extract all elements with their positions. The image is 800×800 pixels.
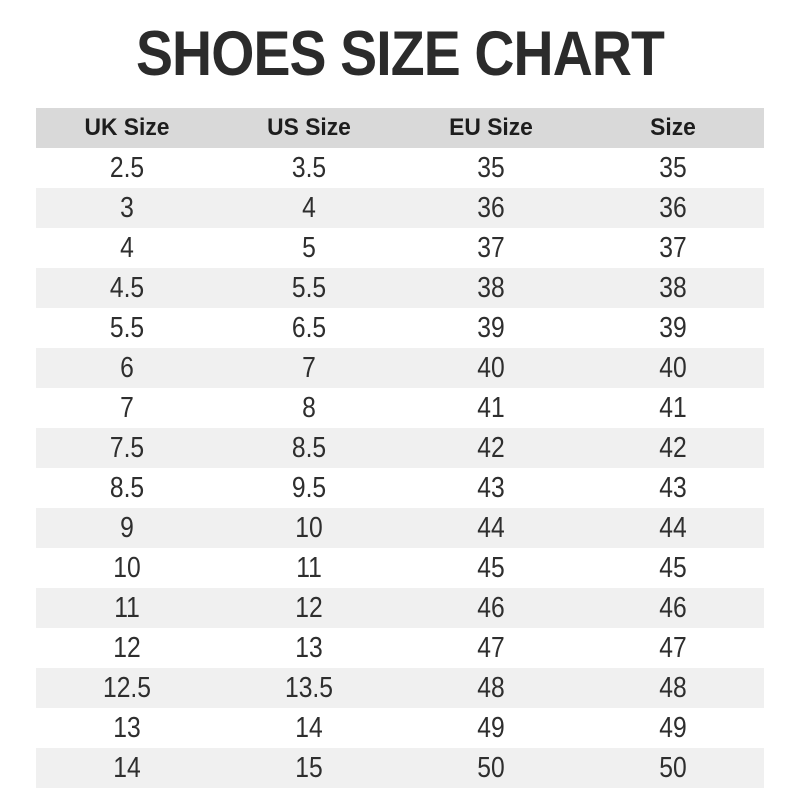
size-cell: 38: [659, 271, 687, 304]
size-cell: 15: [295, 751, 323, 784]
table-row: 12 13 47 47: [36, 628, 764, 668]
size-cell: 11: [114, 591, 140, 624]
table-row: 5.5 6.5 39 39: [36, 308, 764, 348]
size-cell: 13: [113, 711, 141, 744]
table-row: 8.5 9.5 43 43: [36, 468, 764, 508]
size-cell: 4: [120, 231, 134, 264]
size-cell: 6: [120, 351, 134, 384]
size-cell: 35: [477, 151, 505, 184]
table-row: 3 4 36 36: [36, 188, 764, 228]
size-cell: 14: [295, 711, 323, 744]
size-table: UK Size US Size EU Size Size 2.5 3.5 35 35 3…: [36, 108, 764, 788]
size-cell: 47: [659, 631, 687, 664]
size-cell: 3: [120, 191, 134, 224]
size-cell: 4: [302, 191, 316, 224]
table-row: 6 7 40 40: [36, 348, 764, 388]
size-cell: 4.5: [109, 271, 145, 304]
size-cell: 37: [477, 231, 505, 264]
size-cell: 10: [113, 551, 141, 584]
size-cell: 37: [659, 231, 687, 264]
size-cell: 11: [296, 551, 322, 584]
size-cell: 44: [659, 511, 687, 544]
size-cell: 39: [659, 311, 687, 344]
size-cell: 10: [295, 511, 323, 544]
size-cell: 50: [477, 751, 505, 784]
size-cell: 13: [295, 631, 323, 664]
size-cell: 48: [477, 671, 505, 704]
size-cell: 7: [120, 391, 134, 424]
column-header-size: Size: [650, 114, 696, 141]
size-cell: 49: [659, 711, 687, 744]
column-header-eu-size: EU Size: [449, 114, 533, 141]
page-title: SHOES SIZE CHART: [135, 19, 665, 89]
size-cell: 12: [113, 631, 141, 664]
size-cell: 3.5: [291, 151, 327, 184]
size-cell: 5.5: [109, 311, 145, 344]
size-cell: 5.5: [291, 271, 327, 304]
table-row: 10 11 45 45: [36, 548, 764, 588]
size-cell: 40: [659, 351, 687, 384]
table-row: 11 12 46 46: [36, 588, 764, 628]
size-cell: 13.5: [285, 671, 333, 704]
size-cell: 36: [659, 191, 687, 224]
size-cell: 42: [659, 431, 687, 464]
size-cell: 38: [477, 271, 505, 304]
size-cell: 47: [477, 631, 505, 664]
size-cell: 41: [659, 391, 687, 424]
size-cell: 2.5: [109, 151, 145, 184]
size-cell: 45: [659, 551, 687, 584]
size-cell: 8.5: [291, 431, 327, 464]
size-cell: 48: [659, 671, 687, 704]
size-cell: 35: [659, 151, 687, 184]
size-cell: 7.5: [109, 431, 145, 464]
table-row: 14 15 50 50: [36, 748, 764, 788]
table-row: 7 8 41 41: [36, 388, 764, 428]
size-cell: 9.5: [291, 471, 327, 504]
column-header-uk-size: UK Size: [84, 114, 170, 141]
size-cell: 40: [477, 351, 505, 384]
size-cell: 49: [477, 711, 505, 744]
size-cell: 45: [477, 551, 505, 584]
size-cell: 50: [659, 751, 687, 784]
table-row: 2.5 3.5 35 35: [36, 148, 764, 188]
size-cell: 43: [477, 471, 505, 504]
size-cell: 7: [302, 351, 316, 384]
table-row: 9 10 44 44: [36, 508, 764, 548]
size-cell: 36: [477, 191, 505, 224]
size-cell: 6.5: [291, 311, 327, 344]
size-cell: 12.5: [103, 671, 151, 704]
table-row: 7.5 8.5 42 42: [36, 428, 764, 468]
size-cell: 9: [120, 511, 134, 544]
table-body: 2.5 3.5 35 35 3 4 36 36 4 5 37 37 4.5 5.5 38 38 5.5 6.5 39…: [36, 148, 764, 788]
size-cell: 8.5: [109, 471, 145, 504]
size-cell: 8: [302, 391, 316, 424]
size-cell: 41: [477, 391, 505, 424]
size-cell: 39: [477, 311, 505, 344]
size-cell: 12: [295, 591, 323, 624]
size-cell: 46: [477, 591, 505, 624]
table-row: 4.5 5.5 38 38: [36, 268, 764, 308]
size-cell: 44: [477, 511, 505, 544]
table-header-row: UK Size US Size EU Size Size: [36, 108, 764, 148]
table-row: 4 5 37 37: [36, 228, 764, 268]
table-row: 12.5 13.5 48 48: [36, 668, 764, 708]
size-cell: 43: [659, 471, 687, 504]
size-cell: 46: [659, 591, 687, 624]
column-header-us-size: US Size: [267, 114, 351, 141]
size-cell: 5: [302, 231, 316, 264]
size-cell: 42: [477, 431, 505, 464]
table-row: 13 14 49 49: [36, 708, 764, 748]
size-cell: 14: [113, 751, 141, 784]
